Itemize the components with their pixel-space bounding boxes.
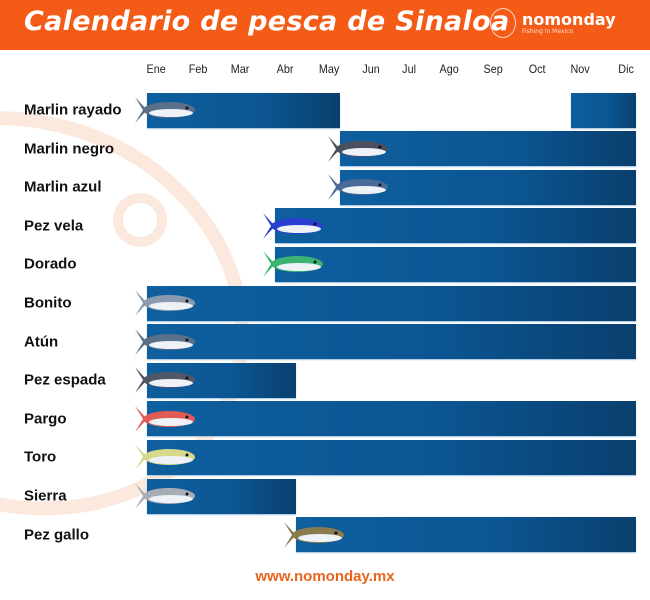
fish-icon	[263, 212, 323, 239]
season-bar	[147, 439, 636, 475]
month-label: Ago	[439, 62, 459, 76]
season-bar	[275, 246, 636, 282]
species-label: Marlin rayado	[24, 101, 122, 119]
month-label: Mar	[230, 62, 250, 76]
logo-fish-icon	[490, 8, 516, 38]
fish-icon	[328, 174, 388, 201]
species-label: Sierra	[24, 487, 67, 505]
season-bar	[340, 169, 636, 205]
logo-name: nomonday	[522, 9, 616, 29]
species-label: Pargo	[24, 410, 67, 428]
season-bar	[296, 517, 636, 553]
species-label: Pez vela	[24, 217, 84, 235]
fish-icon	[135, 367, 195, 394]
month-label: May	[318, 62, 340, 76]
header-banner: Calendario de pesca de Sinaloa nomonday …	[0, 0, 650, 50]
footer-url[interactable]: www.nomonday.mx	[255, 568, 395, 585]
fish-icon	[328, 135, 388, 162]
month-label: Oct	[528, 62, 546, 76]
month-label: Feb	[188, 62, 208, 76]
season-bar	[147, 401, 636, 437]
fish-icon	[263, 251, 323, 278]
page-title: Calendario de pesca de Sinaloa	[24, 6, 510, 37]
fish-icon	[135, 483, 195, 509]
season-bar	[147, 285, 636, 321]
month-label: Nov	[570, 62, 590, 76]
fish-icon	[135, 444, 195, 471]
fish-icon	[135, 405, 195, 432]
species-label: Marlin negro	[24, 140, 115, 158]
month-label: Dic	[618, 62, 634, 76]
month-label: Jun	[362, 62, 380, 76]
logo-tagline: Fishing in Mexico	[522, 27, 574, 35]
month-label: Abr	[276, 62, 294, 76]
fish-icon	[135, 328, 195, 355]
species-label: Pez gallo	[24, 526, 90, 544]
species-label: Dorado	[24, 255, 77, 273]
season-bar	[275, 208, 636, 244]
species-label: Bonito	[24, 294, 72, 312]
logo[interactable]: nomonday Fishing in Mexico	[490, 8, 616, 38]
month-label: Sep	[483, 62, 503, 76]
species-label: Pez espada	[24, 371, 106, 389]
month-label: Ene	[146, 62, 166, 76]
fish-icon	[284, 521, 344, 548]
season-bar	[340, 131, 636, 167]
fish-icon	[135, 97, 195, 123]
season-bar	[147, 324, 636, 360]
species-label: Atún	[24, 333, 59, 351]
month-label: Jul	[402, 62, 416, 76]
species-label: Marlin azul	[24, 178, 102, 196]
season-bar	[571, 92, 636, 128]
species-label: Toro	[24, 448, 57, 466]
fish-icon	[135, 290, 195, 316]
